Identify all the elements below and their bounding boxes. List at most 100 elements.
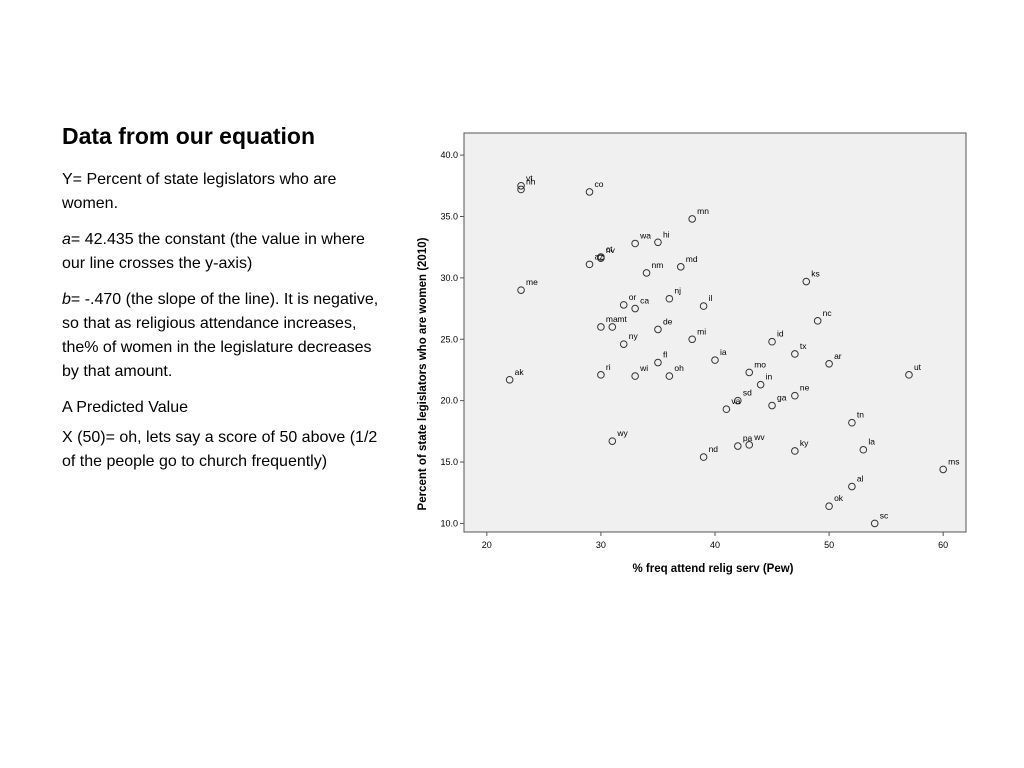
- data-point: [608, 323, 617, 331]
- data-point-label: az: [595, 251, 604, 261]
- data-point-label: nj: [674, 286, 681, 296]
- data-point-label: ma: [606, 314, 618, 324]
- data-point-label: ri: [606, 362, 611, 372]
- data-point: [939, 465, 947, 474]
- data-point-label: ny: [629, 331, 639, 341]
- data-point: [631, 304, 639, 313]
- data-point: [699, 302, 708, 310]
- b-description: = -.470 (the slope of the line). It is n…: [62, 291, 379, 380]
- data-point-label: sd: [743, 388, 752, 398]
- y-tick-label: 10.0: [440, 518, 458, 528]
- a-variable: a: [62, 231, 71, 248]
- x-tick-label: 60: [938, 540, 948, 550]
- y-definition: Y= Percent of state legislators who are …: [62, 171, 337, 212]
- data-point-label: ia: [720, 347, 727, 357]
- predicted-value-heading: A Predicted Value: [62, 399, 189, 416]
- y-tick-label: 20.0: [440, 396, 458, 406]
- a-description: = 42.435 the constant (the value in wher…: [62, 231, 365, 272]
- data-point-label: pa: [743, 433, 753, 443]
- slide-title: Data from our equation: [62, 123, 316, 149]
- data-point-label: mo: [754, 359, 766, 369]
- data-point: [517, 185, 525, 194]
- data-point: [734, 442, 742, 450]
- scatter-chart: 20 30 40 50 60 10.0 15.0 20.0 25.0 30.0 35.0 40.0 v…: [400, 120, 1000, 590]
- data-point-label: ut: [914, 362, 922, 372]
- chart-svg: 20 30 40 50 60 10.0 15.0 20.0 25.0 30.0 35.0 40.0 v…: [417, 132, 967, 575]
- b-variable: b: [62, 291, 71, 308]
- axes-layer: 20 30 40 50 60 10.0 15.0 20.0 25.0 30.0 35.0 40.0: [440, 132, 967, 550]
- data-point-label: ga: [777, 393, 787, 403]
- y-tick-label: 35.0: [440, 211, 458, 221]
- data-point-label: hi: [663, 229, 670, 239]
- data-point: [517, 181, 525, 190]
- data-point: [699, 453, 708, 461]
- data-point: [791, 391, 799, 400]
- plot-area: [463, 132, 967, 533]
- data-point: [654, 238, 662, 247]
- data-point-label: tn: [857, 410, 864, 420]
- data-point: [848, 418, 856, 427]
- data-point-label: ak: [515, 367, 525, 377]
- b-definition: b= -.470 (the slope of the line). It is …: [62, 288, 382, 384]
- data-point: [722, 405, 731, 414]
- data-point-label: nm: [652, 260, 664, 270]
- data-point: [608, 437, 617, 445]
- data-point-label: ms: [948, 456, 959, 466]
- x-tick-label: 20: [482, 540, 492, 550]
- y-axis-title: Percent of state legislators who are wom…: [417, 237, 429, 510]
- data-point-label: de: [663, 316, 673, 326]
- data-point-label: vt: [526, 173, 533, 183]
- data-point-label: co: [595, 179, 604, 189]
- y-tick-label: 40.0: [440, 150, 458, 160]
- data-point-label: mn: [697, 206, 709, 216]
- data-point: [619, 340, 628, 348]
- data-point: [905, 371, 913, 379]
- data-point: [654, 358, 662, 367]
- data-point: [517, 286, 525, 294]
- data-point: [665, 294, 674, 303]
- data-point-label: wi: [639, 363, 648, 373]
- data-point-label: mt: [617, 314, 627, 324]
- data-point: [768, 401, 776, 410]
- data-point: [802, 277, 811, 286]
- data-point: [791, 447, 799, 455]
- data-point-label: nv: [606, 245, 616, 255]
- data-point: [676, 263, 685, 271]
- data-point-label: il: [709, 293, 713, 303]
- y-tick-label: 30.0: [440, 273, 458, 283]
- data-point-label: al: [857, 474, 864, 484]
- data-point-label: la: [868, 437, 875, 447]
- x-tick-label: 40: [710, 540, 720, 550]
- data-point-label: nc: [823, 308, 833, 318]
- data-point-label: ar: [834, 351, 842, 361]
- data-point-label: me: [526, 277, 538, 287]
- data-point-label: fl: [663, 350, 667, 360]
- data-point: [768, 337, 776, 346]
- data-point-label: wa: [639, 230, 651, 240]
- data-point-label: oh: [674, 363, 684, 373]
- data-point: [665, 372, 674, 380]
- data-point-label: in: [766, 372, 773, 382]
- data-point-label: ca: [640, 296, 649, 306]
- data-point: [756, 380, 765, 389]
- data-point: [688, 215, 696, 223]
- data-point: [505, 375, 514, 384]
- data-point-label: nh: [526, 176, 536, 186]
- data-point-label: tx: [800, 341, 807, 351]
- data-point-label: wy: [616, 428, 628, 438]
- data-point: [631, 372, 639, 380]
- x-example: X (50)= oh, lets say a score of 50 above…: [62, 429, 378, 470]
- x-axis-title: % freq attend relig serv (Pew): [632, 563, 793, 575]
- data-point-label: va: [731, 396, 740, 406]
- data-point-label: ne: [800, 383, 810, 393]
- data-point: [825, 360, 833, 368]
- data-point: [597, 254, 605, 263]
- data-point: [745, 441, 754, 449]
- data-point-label: wv: [753, 432, 765, 442]
- data-point: [848, 482, 856, 491]
- data-point-label: ky: [800, 438, 809, 448]
- data-point: [870, 519, 879, 528]
- data-point-label: id: [777, 329, 784, 339]
- data-point-label: ok: [834, 493, 844, 503]
- data-point-label: or: [629, 292, 637, 302]
